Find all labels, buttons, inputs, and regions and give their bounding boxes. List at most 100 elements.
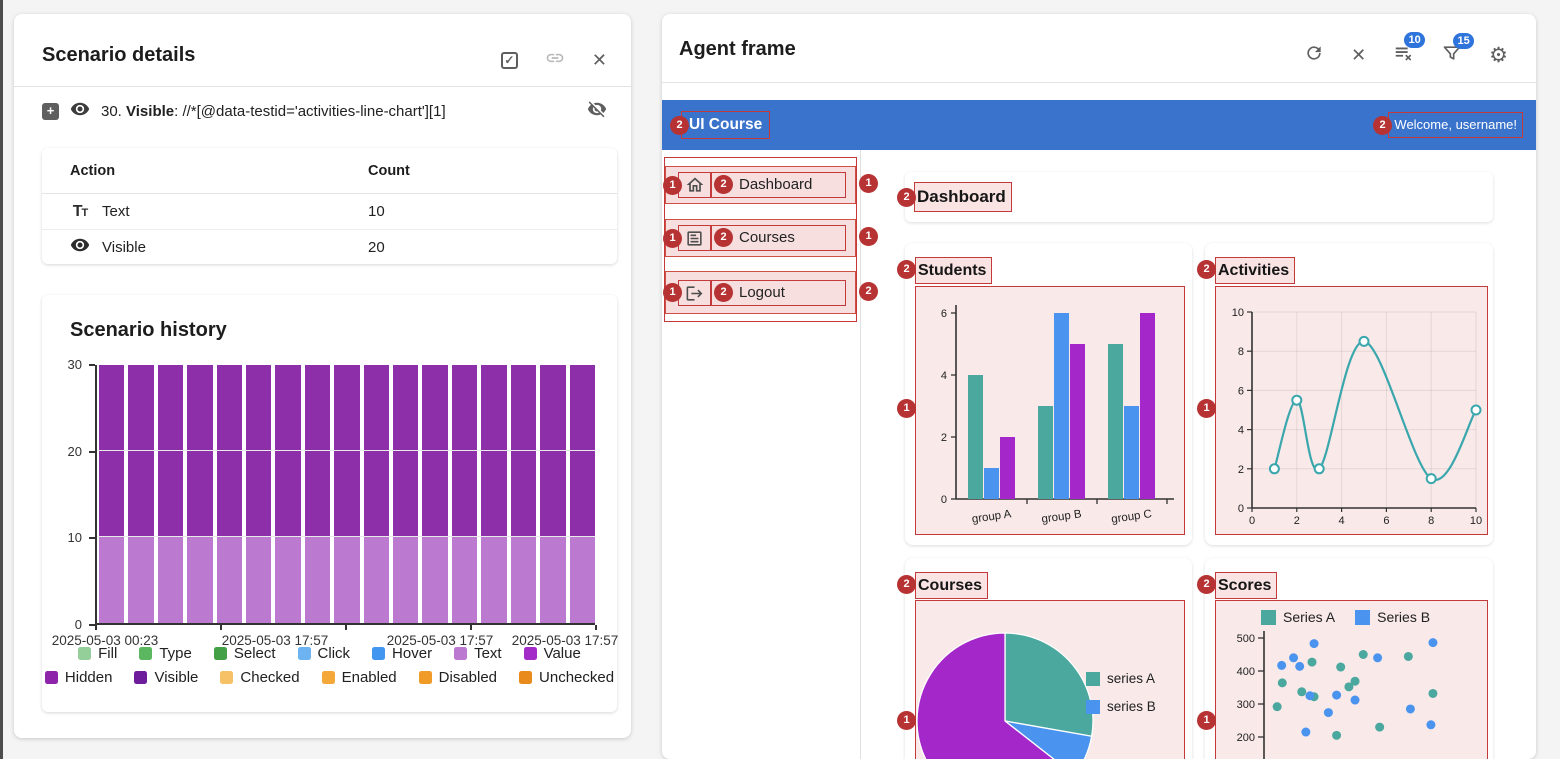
legend-item: Fill xyxy=(78,645,117,662)
table-header-row: Action Count xyxy=(42,148,617,194)
filter-icon[interactable]: 15 xyxy=(1442,33,1475,68)
annotation-badge: 2 xyxy=(1197,575,1216,594)
app-brand: UI Course xyxy=(681,111,771,139)
close-icon[interactable]: ✕ xyxy=(591,50,607,70)
history-bar xyxy=(187,365,213,623)
legend-item: Text xyxy=(454,645,502,662)
scenario-details-panel: Scenario details ✓ ✕ + 30. Visible: //*[… xyxy=(14,14,631,738)
sidebar-item-dashboard[interactable]: 1 2 Dashboard xyxy=(663,166,856,204)
svg-text:300: 300 xyxy=(1237,699,1255,711)
history-bar xyxy=(216,365,243,623)
annotation-badge: 1 xyxy=(1197,399,1216,418)
sidebar-item-logout[interactable]: 1 2 Logout xyxy=(663,271,856,314)
panel-title: Agent frame xyxy=(679,38,796,60)
link-icon[interactable] xyxy=(545,48,565,73)
history-bar-chart: 0 10 20 30 2025-05-03 00:23 2025-05-03 17:57… xyxy=(51,357,619,648)
legend-item: Type xyxy=(139,645,192,662)
sidebar-item-courses[interactable]: 1 2 Courses xyxy=(663,219,856,257)
visibility-off-icon[interactable] xyxy=(587,99,607,124)
window-left-border xyxy=(0,0,3,759)
svg-text:4: 4 xyxy=(941,370,947,382)
legend-item: series A xyxy=(1086,671,1156,686)
scenario-history-card: Scenario history 0 10 20 30 2025-05-03 00:2… xyxy=(42,295,619,712)
courses-pie-chart: series A series B xyxy=(915,600,1185,759)
svg-text:10: 10 xyxy=(1470,515,1482,527)
history-bar xyxy=(422,365,448,623)
app-sidebar: 1 2 Dashboard 1 2 Cou xyxy=(662,150,861,759)
legend-item: Hover xyxy=(372,645,432,662)
svg-text:0: 0 xyxy=(941,494,947,506)
scenario-step-row: + 30. Visible: //*[@data-testid='activit… xyxy=(42,98,607,124)
svg-text:group B: group B xyxy=(1041,508,1083,526)
card-title: Courses xyxy=(915,572,989,599)
students-card: 2 Students 1 0 2 4 6 group A group B group C xyxy=(897,243,1192,545)
sidebar-item-label: Dashboard xyxy=(739,176,813,193)
annotation-badge: 1 xyxy=(859,174,878,193)
svg-text:2: 2 xyxy=(1294,515,1300,527)
legend-item: Value xyxy=(523,645,581,662)
sidebar-annotation-outline: 1 2 Dashboard 1 2 Cou xyxy=(663,157,857,322)
close-icon[interactable]: ✕ xyxy=(1351,45,1367,65)
home-icon xyxy=(678,172,711,198)
activities-card: 2 Activities 1 0 2 4 6 8 10 0 2 4 6 8 10 xyxy=(1197,243,1493,545)
svg-text:400: 400 xyxy=(1237,666,1255,678)
history-bar xyxy=(363,365,390,623)
card-title: Students xyxy=(915,257,993,284)
svg-text:0: 0 xyxy=(1249,515,1255,527)
sidebar-item-label: Logout xyxy=(739,284,785,301)
history-bar xyxy=(128,365,154,623)
svg-text:8: 8 xyxy=(1238,346,1244,358)
legend-item: Unchecked xyxy=(519,669,614,686)
annotation-badge: 2 xyxy=(714,283,733,302)
history-bar xyxy=(275,365,301,623)
annotation-badge: 2 xyxy=(1197,260,1216,279)
table-row: Visible 20 xyxy=(42,229,617,264)
action-cell: Text xyxy=(102,203,130,220)
filter-count-badge: 15 xyxy=(1453,33,1475,49)
divider xyxy=(662,82,1536,83)
pie-legend: series A series B xyxy=(1086,671,1156,714)
expand-step-button[interactable]: + xyxy=(42,102,59,120)
svg-text:group C: group C xyxy=(1110,508,1152,526)
annotation-badge: 2 xyxy=(714,228,733,247)
action-cell: Visible xyxy=(102,238,146,256)
legend-item: series B xyxy=(1086,699,1156,714)
history-bar xyxy=(510,365,537,623)
svg-text:8: 8 xyxy=(1428,515,1434,527)
legend-item: Enabled xyxy=(321,669,397,686)
history-bar xyxy=(157,365,184,623)
history-legend: Fill Type Select Click Hover Text Value Hidden… xyxy=(42,645,617,686)
divider xyxy=(14,86,631,87)
students-bar-chart: 0 2 4 6 group A group B group C xyxy=(915,286,1185,535)
sidebar-label-box: 2 Dashboard xyxy=(711,172,846,198)
checkbox-icon[interactable]: ✓ xyxy=(500,52,518,69)
legend-item: Series B xyxy=(1355,609,1430,625)
annotation-badge: 1 xyxy=(1197,711,1216,730)
legend-item: Hidden xyxy=(44,669,112,686)
scatter-legend: Series A Series B xyxy=(1261,609,1430,625)
column-header-action: Action xyxy=(70,163,116,179)
scores-card: 2 Scores 1 Series A Series B 500 400 300 200 xyxy=(1197,558,1493,759)
annotation-badge: 1 xyxy=(859,227,878,246)
annotation-badge: 1 xyxy=(663,176,682,195)
history-bar xyxy=(540,365,566,623)
sidebar-label-box: 2 Logout xyxy=(711,280,846,306)
playlist-remove-icon[interactable]: 10 xyxy=(1393,32,1426,69)
table-row: TT Text 10 xyxy=(42,194,617,229)
refresh-icon[interactable] xyxy=(1304,43,1324,68)
history-bar xyxy=(304,365,331,623)
page-title: Dashboard xyxy=(914,182,1012,212)
annotation-badge: 1 xyxy=(897,399,916,418)
svg-text:6: 6 xyxy=(1383,515,1389,527)
svg-text:500: 500 xyxy=(1237,633,1255,645)
annotation-badge: 2 xyxy=(714,175,733,194)
visibility-icon xyxy=(70,99,90,124)
svg-text:10: 10 xyxy=(1232,307,1244,319)
svg-text:0: 0 xyxy=(1238,503,1244,515)
scores-scatter-chart: Series A Series B 500 400 300 200 xyxy=(1215,600,1488,759)
settings-icon[interactable]: ⚙ xyxy=(1489,43,1508,67)
legend-item: Visible xyxy=(134,669,198,686)
annotation-badge: 2 xyxy=(670,116,689,135)
svg-text:200: 200 xyxy=(1237,732,1255,744)
